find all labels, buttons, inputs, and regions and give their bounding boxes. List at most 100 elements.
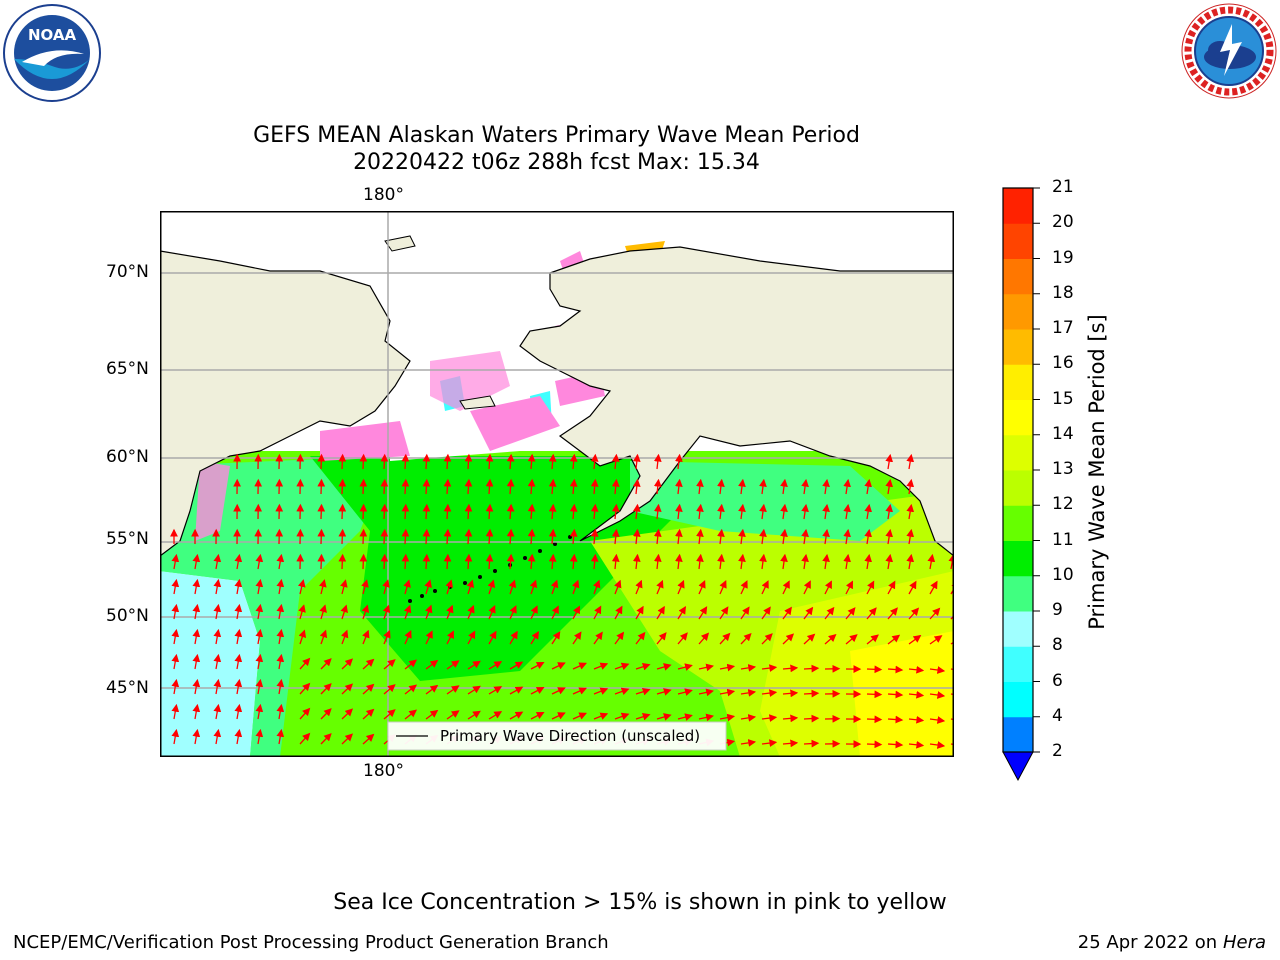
wave-arrow bbox=[635, 712, 651, 721]
wave-arrow bbox=[464, 478, 473, 495]
wave-arrow bbox=[656, 663, 672, 671]
wave-arrow bbox=[404, 659, 418, 670]
wave-arrow bbox=[192, 653, 201, 670]
wave-arrow bbox=[717, 553, 725, 570]
wave-arrow bbox=[740, 739, 757, 747]
wave-arrow bbox=[192, 728, 201, 745]
wave-arrow bbox=[361, 579, 369, 595]
wave-arrow bbox=[929, 716, 946, 724]
lat-label-55: 55°N bbox=[106, 529, 149, 549]
colorbar-segment bbox=[1003, 434, 1033, 471]
wave-arrow bbox=[824, 606, 835, 620]
wave-arrow bbox=[443, 478, 452, 495]
wave-arrow bbox=[843, 478, 851, 495]
wave-arrow bbox=[171, 728, 180, 745]
wave-arrow bbox=[171, 678, 180, 695]
noaa-logo-text: NOAA bbox=[28, 26, 77, 44]
wave-arrow bbox=[234, 578, 243, 595]
wave-arrow bbox=[782, 580, 790, 595]
wave-arrow bbox=[761, 689, 778, 697]
wave-arrow bbox=[653, 553, 662, 570]
wave-arrow bbox=[529, 579, 538, 595]
wave-arrow bbox=[822, 553, 830, 570]
map-frame bbox=[160, 211, 954, 757]
wave-arrow bbox=[759, 528, 767, 545]
wave-arrow bbox=[866, 580, 875, 595]
wave-arrow bbox=[674, 503, 683, 520]
wave-arrow bbox=[276, 553, 285, 570]
wave-arrow bbox=[761, 633, 773, 645]
wave-arrow bbox=[740, 606, 750, 620]
wave-arrow bbox=[255, 728, 264, 745]
colorbar-segment bbox=[1003, 646, 1033, 682]
colorbar-tick-label: 10 bbox=[1052, 564, 1074, 585]
wave-arrow bbox=[422, 503, 431, 520]
wave-arrow bbox=[319, 579, 327, 595]
wave-arrow bbox=[527, 503, 536, 520]
wave-arrow bbox=[340, 579, 348, 595]
wave-arrow bbox=[359, 453, 368, 470]
wave-arrow bbox=[445, 579, 453, 595]
colorbar-tick-label: 14 bbox=[1052, 423, 1074, 444]
wave-arrow bbox=[383, 629, 391, 645]
colorbar-tick-label: 12 bbox=[1052, 494, 1074, 515]
wave-arrow bbox=[320, 733, 332, 745]
wave-arrow bbox=[443, 528, 452, 545]
colorbar-tick-label: 2 bbox=[1052, 741, 1063, 761]
wave-arrow bbox=[425, 659, 439, 670]
wave-arrow bbox=[317, 553, 326, 570]
footer-date-text: 25 Apr 2022 on bbox=[1077, 932, 1223, 953]
wave-arrow bbox=[401, 478, 410, 495]
footer-branch: NCEP/EMC/Verification Post Processing Pr… bbox=[13, 932, 609, 953]
wave-arrow bbox=[551, 662, 566, 670]
wave-arrow bbox=[614, 662, 630, 671]
wave-arrow bbox=[590, 478, 599, 495]
wave-arrow bbox=[929, 580, 938, 595]
wave-arrow bbox=[425, 604, 433, 620]
wave-arrow bbox=[401, 553, 410, 570]
wave-arrow bbox=[213, 553, 222, 570]
wave-arrow bbox=[866, 690, 883, 699]
wave-arrow bbox=[740, 664, 757, 672]
wave-arrow bbox=[548, 478, 557, 495]
wave-arrow bbox=[467, 660, 481, 670]
wave-arrow bbox=[485, 453, 494, 470]
wave-arrow bbox=[404, 684, 418, 695]
wave-arrow bbox=[548, 528, 557, 545]
wave-arrow bbox=[548, 553, 557, 570]
wave-arrow bbox=[696, 528, 704, 545]
wave-arrow bbox=[276, 703, 285, 720]
wave-arrow bbox=[425, 684, 439, 695]
wave-arrow bbox=[571, 579, 580, 595]
wave-arrow bbox=[506, 478, 515, 495]
wave-arrow bbox=[593, 579, 601, 595]
wave-arrow bbox=[359, 503, 368, 520]
wave-arrow bbox=[908, 634, 922, 645]
wave-arrow bbox=[824, 580, 832, 595]
wave-arrow bbox=[213, 728, 222, 745]
lat-label-60: 60°N bbox=[106, 447, 149, 467]
wave-arrow bbox=[843, 553, 851, 570]
wave-arrow bbox=[887, 580, 896, 595]
wave-arrow bbox=[780, 553, 788, 570]
wave-arrow bbox=[929, 741, 946, 749]
wave-arrow bbox=[362, 629, 370, 645]
wave-arrow bbox=[719, 663, 736, 672]
wave-arrow bbox=[740, 632, 752, 645]
wave-arrow bbox=[359, 528, 368, 545]
wave-arrow bbox=[530, 687, 545, 695]
wave-arrow bbox=[635, 605, 644, 620]
wave-arrow bbox=[551, 605, 559, 620]
colorbar-segment bbox=[1003, 470, 1033, 506]
wave-arrow bbox=[866, 715, 883, 724]
wave-arrow bbox=[234, 703, 243, 720]
wave-arrow bbox=[677, 713, 693, 721]
wave-arrow bbox=[761, 664, 778, 672]
wave-arrow bbox=[569, 453, 578, 470]
wave-arrow bbox=[824, 633, 837, 645]
wave-arrow bbox=[443, 553, 452, 570]
wave-arrow bbox=[803, 664, 820, 673]
wave-arrow bbox=[780, 503, 788, 520]
wave-arrow bbox=[698, 688, 714, 697]
colorbar bbox=[1002, 186, 1042, 786]
